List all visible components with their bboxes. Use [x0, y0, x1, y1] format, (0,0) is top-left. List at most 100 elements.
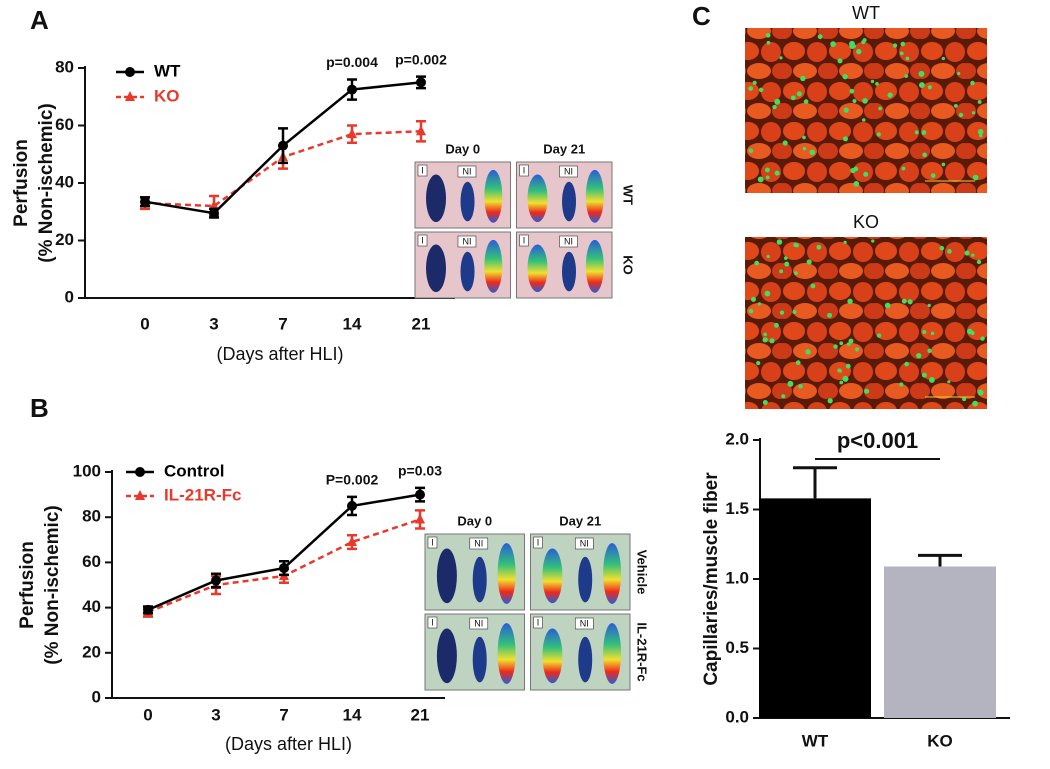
capillary: [876, 132, 882, 137]
paw-ischemic: [542, 548, 563, 604]
capillary: [842, 375, 849, 382]
capillary: [901, 298, 907, 304]
capillary: [905, 56, 910, 61]
x-tick-label: WT: [802, 731, 829, 750]
region-label: I: [421, 165, 424, 175]
capillary: [927, 85, 932, 90]
capillary: [918, 70, 925, 77]
region-label: NI: [564, 236, 573, 246]
x-tick-label: 3: [211, 705, 220, 724]
y-tick-label: 2.0: [725, 429, 749, 448]
bar: [884, 566, 996, 718]
region-box: [417, 164, 428, 177]
y-tick-label: 40: [82, 597, 101, 616]
capillary: [773, 322, 779, 328]
x-axis-label: (Days after HLI): [216, 344, 343, 364]
p-value: p=0.03: [398, 463, 442, 479]
marker: [347, 128, 357, 139]
capillary: [803, 99, 809, 104]
error-bar: [918, 553, 962, 567]
y-tick-label: 1.5: [725, 499, 749, 518]
x-tick-label: 14: [343, 314, 362, 333]
legend-label: Control: [164, 461, 224, 480]
paw-nonischemic: [603, 543, 622, 604]
region-label: NI: [580, 538, 589, 548]
capillary: [795, 360, 801, 366]
capillary: [849, 88, 855, 94]
inset-row-label: IL-21R-Fc: [635, 622, 650, 681]
region-box: [533, 616, 543, 629]
region-box: [469, 617, 489, 630]
capillary: [904, 361, 909, 367]
x-tick-label: 3: [209, 314, 218, 333]
capillary: [852, 99, 857, 103]
x-tick-label: 7: [278, 314, 287, 333]
region-box: [427, 536, 438, 549]
capillary: [810, 283, 816, 289]
panel-label: C: [692, 1, 711, 31]
y-tick-label: 0.0: [725, 707, 749, 726]
region-box: [559, 165, 578, 178]
region-box: [519, 164, 529, 177]
capillary: [833, 344, 838, 349]
capillary: [918, 82, 925, 88]
region-box: [469, 537, 489, 550]
y-tick-label: 80: [55, 57, 74, 76]
region-box: [559, 235, 578, 248]
capillary: [792, 310, 797, 315]
capillary: [875, 82, 879, 86]
capillary: [776, 239, 783, 245]
paw-middle: [472, 556, 487, 603]
x-tick-label: 7: [279, 705, 288, 724]
capillary: [930, 173, 936, 178]
capillary: [930, 331, 935, 336]
capillary: [793, 242, 798, 248]
series-line: [147, 493, 421, 612]
capillary: [842, 73, 848, 80]
micrograph: [745, 28, 987, 193]
capillary: [838, 369, 843, 373]
capillary: [941, 56, 946, 61]
marker: [416, 77, 426, 88]
capillary: [845, 363, 851, 369]
capillary: [805, 349, 811, 355]
y-tick-label: 20: [55, 230, 74, 249]
capillary: [830, 41, 836, 47]
capillary: [757, 302, 762, 306]
marker: [140, 196, 150, 207]
capillary: [769, 338, 775, 344]
capillary: [800, 75, 806, 82]
marker: [278, 140, 288, 151]
legend-marker: [135, 467, 145, 477]
capillary: [970, 80, 975, 86]
capillary: [782, 140, 788, 146]
paw-middle: [578, 556, 593, 603]
y-tick-label: 60: [55, 115, 74, 134]
capillary: [856, 48, 862, 55]
capillary: [870, 79, 875, 84]
capillary: [976, 259, 982, 265]
paw-middle: [578, 636, 593, 683]
capillary: [762, 337, 768, 343]
region-label: I: [431, 617, 434, 627]
legend-marker: [125, 67, 135, 77]
p-value: p=0.002: [395, 51, 447, 67]
capillary: [921, 130, 927, 135]
capillary: [783, 256, 788, 260]
legend-marker: [125, 91, 135, 101]
y-tick-label: 20: [82, 642, 101, 661]
capillary: [843, 240, 847, 245]
region-label: NI: [564, 166, 573, 176]
inset-row-label: WT: [621, 185, 636, 205]
region-label: NI: [474, 538, 483, 548]
y-tick-label: 100: [73, 461, 101, 480]
y-tick-label: 1.0: [725, 568, 749, 587]
capillary: [779, 310, 785, 315]
capillary: [904, 74, 909, 78]
marker: [279, 563, 289, 574]
capillary: [855, 347, 860, 352]
inset-column-label: Day 0: [445, 141, 480, 156]
region-label: I: [421, 235, 424, 245]
capillary: [798, 384, 803, 389]
paw-nonischemic: [484, 239, 503, 293]
